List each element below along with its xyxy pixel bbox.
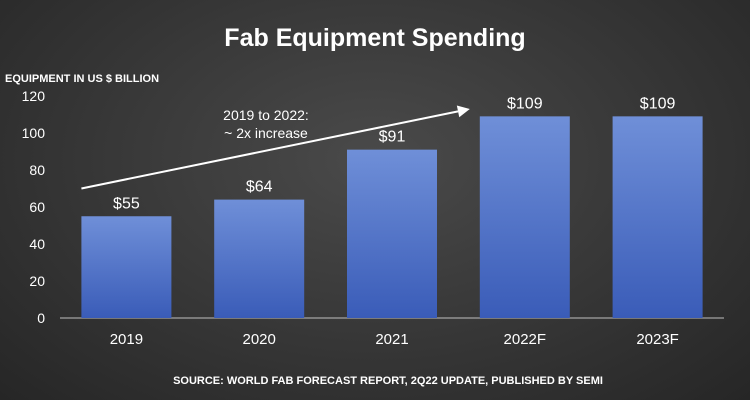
y-tick-label: 100 [22,125,46,141]
x-tick-label: 2021 [375,331,408,348]
data-label: $109 [640,95,676,112]
y-axis-label: EQUIPMENT IN US $ BILLION [5,73,159,85]
bar-2023f [612,116,703,318]
chart-title: Fab Equipment Spending [224,24,525,52]
data-label: $109 [507,95,543,112]
bar-2021 [347,149,437,318]
y-tick-label: 120 [22,88,46,104]
source-note: SOURCE: WORLD FAB FORECAST REPORT, 2Q22 … [173,375,603,387]
annotation-arrow [81,110,459,190]
x-tick-label: 2020 [243,331,276,348]
data-label: $91 [379,129,406,146]
annotation-arrowhead [456,105,470,118]
x-tick-label: 2023F [636,331,679,348]
bar-2019 [81,216,172,318]
data-label: $55 [113,195,140,212]
x-tick-label: 2019 [110,331,143,348]
bar-2022f [479,116,570,318]
annotation-line-1: 2019 to 2022: [223,107,309,123]
y-tick-label: 20 [29,273,45,289]
annotation-line-2: ~ 2x increase [224,125,308,141]
x-tick-label: 2022F [504,331,547,348]
y-tick-label: 80 [29,162,45,178]
bar-2020 [214,199,305,318]
y-tick-label: 60 [29,199,45,215]
y-tick-label: 40 [29,236,45,252]
y-tick-label: 0 [37,310,45,326]
data-label: $64 [246,179,273,196]
